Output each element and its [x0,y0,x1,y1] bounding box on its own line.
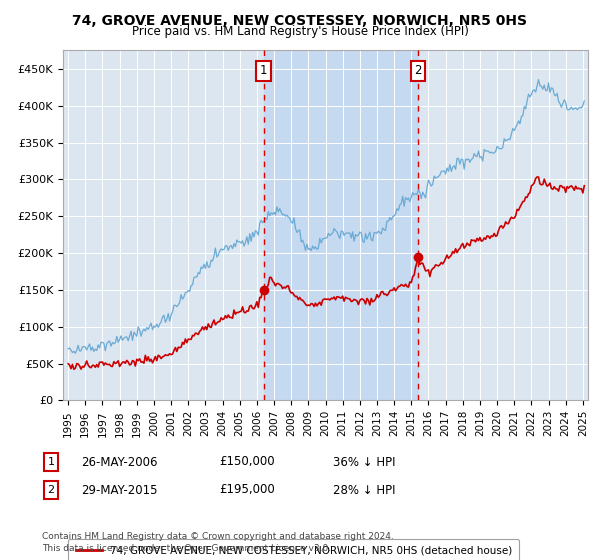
Text: 36% ↓ HPI: 36% ↓ HPI [333,455,395,469]
Text: 28% ↓ HPI: 28% ↓ HPI [333,483,395,497]
Bar [264,50,418,400]
Text: 29-MAY-2015: 29-MAY-2015 [81,483,157,497]
Legend: 74, GROVE AVENUE, NEW COSTESSEY, NORWICH, NR5 0HS (detached house), HPI: Average: 74, GROVE AVENUE, NEW COSTESSEY, NORWICH… [68,539,520,560]
Text: £150,000: £150,000 [219,455,275,469]
Text: 1: 1 [47,457,55,467]
Text: 2: 2 [47,485,55,495]
Text: 74, GROVE AVENUE, NEW COSTESSEY, NORWICH, NR5 0HS: 74, GROVE AVENUE, NEW COSTESSEY, NORWICH… [73,14,527,28]
Text: £195,000: £195,000 [219,483,275,497]
Text: 1: 1 [260,64,268,77]
Text: 26-MAY-2006: 26-MAY-2006 [81,455,157,469]
Text: 2: 2 [415,64,422,77]
Text: Price paid vs. HM Land Registry's House Price Index (HPI): Price paid vs. HM Land Registry's House … [131,25,469,38]
Text: Contains HM Land Registry data © Crown copyright and database right 2024.
This d: Contains HM Land Registry data © Crown c… [42,533,394,553]
